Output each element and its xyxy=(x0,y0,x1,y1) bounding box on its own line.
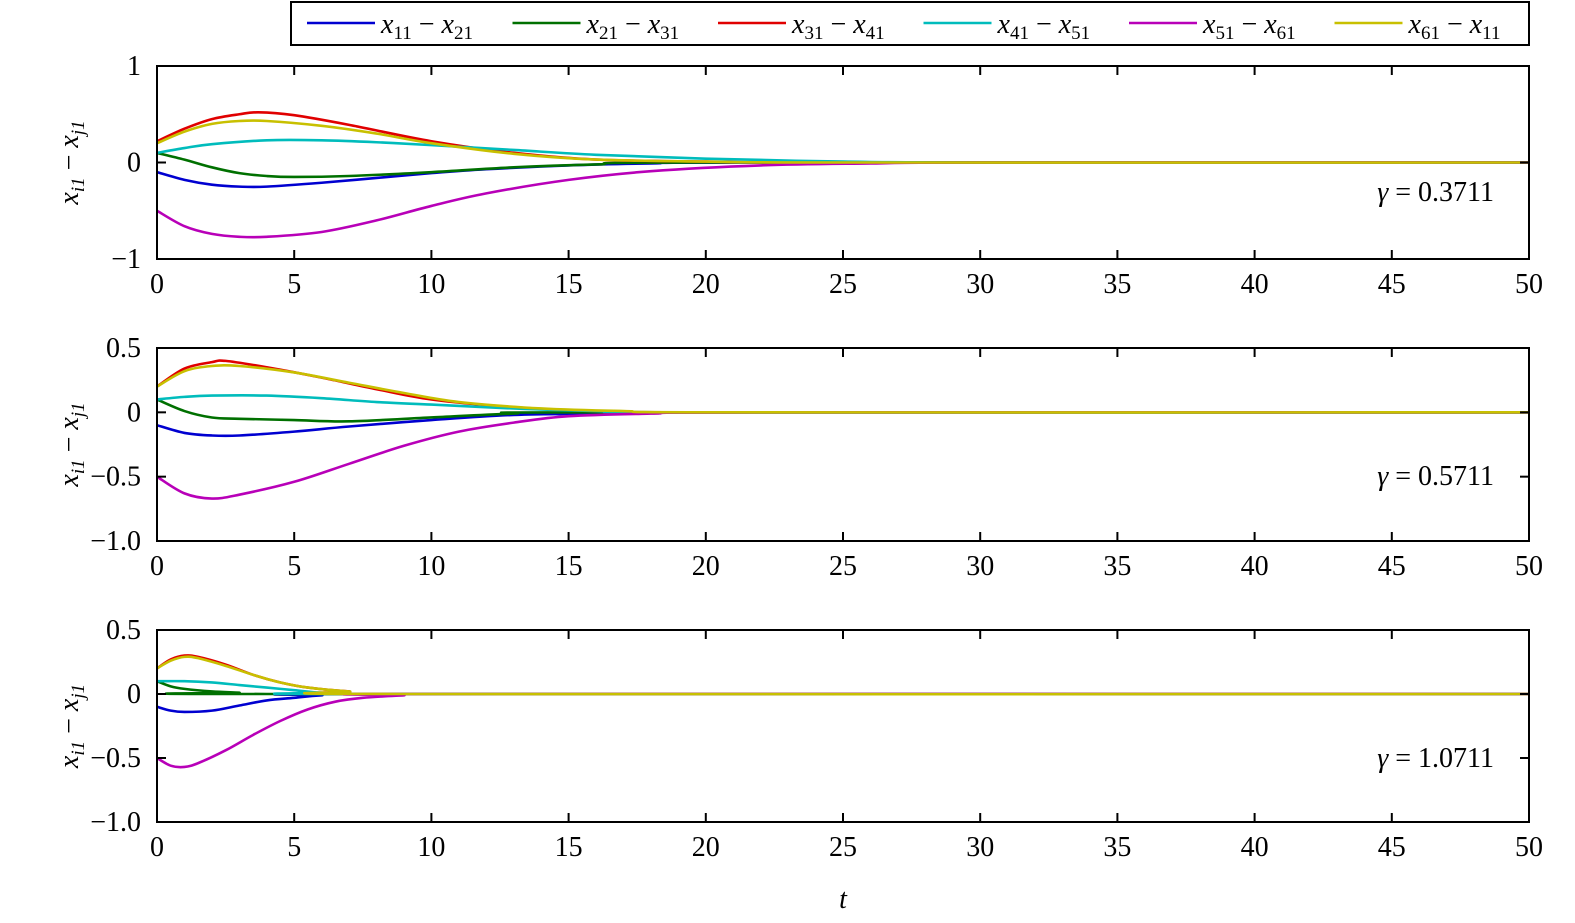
x-tick-label: 50 xyxy=(1515,832,1543,863)
x-axis-label: t xyxy=(839,884,848,915)
legend-entry-4: x41 − x51 xyxy=(923,9,1091,44)
series-line-1 xyxy=(157,410,1529,438)
x-tick-label: 35 xyxy=(1103,551,1131,582)
y-tick-label: 0.5 xyxy=(106,615,141,646)
y-tick-label: −1.0 xyxy=(90,526,141,557)
y-tick-label: 0.5 xyxy=(106,333,141,364)
x-tick-label: 10 xyxy=(417,832,445,863)
legend-label: x11 − x21 xyxy=(380,9,473,44)
gamma-annotation: γ = 1.0711 xyxy=(1377,743,1494,774)
y-tick-label: 1 xyxy=(127,51,141,82)
x-tick-label: 25 xyxy=(829,269,857,300)
x-tick-label: 0 xyxy=(150,832,164,863)
series-line-5 xyxy=(157,692,1529,769)
x-tick-label: 5 xyxy=(287,269,301,300)
y-tick-label: 0 xyxy=(127,148,141,179)
legend-entry-2: x21 − x31 xyxy=(512,9,680,44)
x-tick-label: 30 xyxy=(966,269,994,300)
series-line-6 xyxy=(157,655,1529,696)
x-tick-label: 50 xyxy=(1515,551,1543,582)
x-tick-label: 30 xyxy=(966,832,994,863)
legend-box xyxy=(290,1,1530,46)
x-tick-label: 20 xyxy=(692,832,720,863)
x-tick-label: 10 xyxy=(417,551,445,582)
series-line-2 xyxy=(157,398,1529,423)
x-tick-label: 20 xyxy=(692,269,720,300)
y-axis-label: xi1 − xj1 xyxy=(54,402,89,487)
x-tick-label: 20 xyxy=(692,551,720,582)
x-tick-label: 40 xyxy=(1241,269,1269,300)
legend-label: x31 − x41 xyxy=(791,9,885,44)
legend-label: x61 − x11 xyxy=(1408,9,1501,44)
series-line-6 xyxy=(157,119,1529,164)
x-tick-label: 30 xyxy=(966,551,994,582)
series-line-4 xyxy=(157,394,1529,414)
chart-panel-2: 0 5 10 15 20 25 30 35 40 45 50 −1.0 −0.5 0 0.5 xi1 − xj… xyxy=(54,333,1543,582)
series-line-5 xyxy=(157,161,1529,239)
x-tick-label: 5 xyxy=(287,832,301,863)
x-tick-label: 35 xyxy=(1103,832,1131,863)
y-axis-label: xi1 − xj1 xyxy=(54,120,89,205)
legend-entry-6: x61 − x11 xyxy=(1334,9,1501,44)
x-tick-label: 25 xyxy=(829,551,857,582)
x-tick-label: 15 xyxy=(555,832,583,863)
y-tick-label: −1.0 xyxy=(90,807,141,838)
plot-frame xyxy=(156,629,1530,823)
y-tick-label: −0.5 xyxy=(90,462,141,493)
series-line-3 xyxy=(157,111,1529,164)
chart-panel-1: 0 5 10 15 20 25 30 35 40 45 50 −1 0 1 xi1 − xj1 γ = 0.3… xyxy=(54,51,1543,300)
legend: x11 − x21 x21 − x31 x31 − x41 x41 − x51 x51 … xyxy=(290,1,1530,46)
x-tick-label: 40 xyxy=(1241,551,1269,582)
legend-entry-1: x11 − x21 xyxy=(307,9,473,44)
x-tick-label: 45 xyxy=(1378,269,1406,300)
x-tick-label: 5 xyxy=(287,551,301,582)
x-tick-label: 35 xyxy=(1103,269,1131,300)
plot-frame xyxy=(156,347,1530,542)
y-tick-label: −0.5 xyxy=(90,743,141,774)
gamma-annotation: γ = 0.5711 xyxy=(1377,461,1494,492)
y-tick-label: 0 xyxy=(127,397,141,428)
series-line-6 xyxy=(157,363,1529,414)
gamma-annotation: γ = 0.3711 xyxy=(1377,177,1494,208)
x-tick-label: 15 xyxy=(555,551,583,582)
x-tick-label: 15 xyxy=(555,269,583,300)
legend-label: x51 − x61 xyxy=(1202,9,1296,44)
x-tick-label: 45 xyxy=(1378,832,1406,863)
series-line-4 xyxy=(157,138,1529,164)
y-tick-label: −1 xyxy=(111,244,141,275)
x-tick-label: 0 xyxy=(150,269,164,300)
y-axis-label: xi1 − xj1 xyxy=(54,684,89,769)
legend-entry-3: x31 − x41 xyxy=(718,9,885,44)
y-tick-label: 0 xyxy=(127,679,141,710)
x-tick-label: 0 xyxy=(150,551,164,582)
series-line-3 xyxy=(157,654,1529,696)
legend-entry-5: x51 − x61 xyxy=(1129,9,1296,44)
legend-label: x21 − x31 xyxy=(586,9,680,44)
x-tick-label: 40 xyxy=(1241,832,1269,863)
series-line-2 xyxy=(157,679,1529,696)
chart-panel-3: 0 5 10 15 20 25 30 35 40 45 50 −1.0 −0.5 0 0.5 xi1 − xj… xyxy=(54,615,1543,863)
x-tick-label: 50 xyxy=(1515,269,1543,300)
x-tick-label: 45 xyxy=(1378,551,1406,582)
x-tick-label: 10 xyxy=(417,269,445,300)
x-tick-label: 25 xyxy=(829,832,857,863)
series-line-4 xyxy=(157,679,1529,696)
legend-label: x41 − x51 xyxy=(997,9,1091,44)
